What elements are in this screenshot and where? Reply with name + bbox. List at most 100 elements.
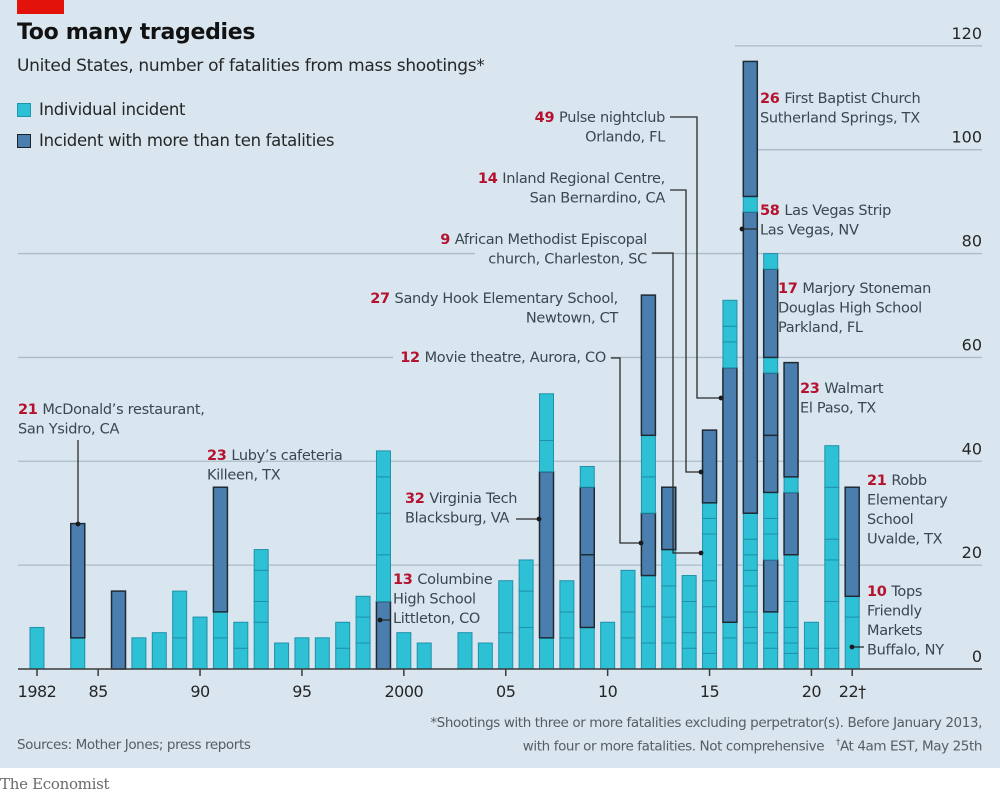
bar-segment-individual-1988-0 bbox=[151, 632, 167, 670]
annotation-place-lubys: Luby’s cafeteria bbox=[231, 448, 342, 464]
bar-segment-large-2019-5 bbox=[783, 491, 799, 556]
annotation-text-uvalde-3: Uvalde, TX bbox=[867, 532, 943, 548]
bar-segment-large-1999-0 bbox=[375, 600, 392, 670]
bar-segment-individual-2018-2 bbox=[763, 611, 779, 634]
bar-segment-individual-2001-0 bbox=[416, 642, 432, 670]
bar-segment-individual-2017-1 bbox=[742, 626, 758, 644]
annotation-text-uvalde-0: 21 Robb bbox=[867, 473, 927, 489]
bar-segment-individual-2019-2 bbox=[783, 626, 799, 644]
annotation-text-buffalo-0: 10 Tops bbox=[867, 584, 922, 600]
annotation-text-lubys-1: Killeen, TX bbox=[207, 468, 281, 484]
bar-segment-individual-2012-0 bbox=[640, 642, 656, 670]
bar-segment-large-1991-2 bbox=[212, 486, 229, 613]
annotation-place-first-baptist: First Baptist Church bbox=[784, 91, 920, 107]
bar-segment-individual-2005-0 bbox=[498, 632, 514, 670]
bar-segment-large-2017-8 bbox=[742, 211, 759, 514]
annotation-text-mcdonalds-1: San Ysidro, CA bbox=[18, 422, 119, 438]
footnote-dagger-text: At 4am EST, May 25th bbox=[839, 738, 982, 755]
annotation-buffalo: 10 Tops Friendly Markets Buffalo, NY bbox=[867, 584, 944, 659]
footnote-line-2-text: with four or more fatalities. Not compre… bbox=[522, 738, 825, 755]
bar-segment-individual-1992-1 bbox=[233, 621, 249, 649]
bar-segment-individual-2008-1 bbox=[559, 611, 575, 639]
bar-segment-individual-1982-0 bbox=[29, 626, 45, 670]
annotation-first-baptist: 26 First Baptist Church Sutherland Spring… bbox=[760, 91, 921, 127]
x-tick-label-2010: 10 bbox=[598, 682, 618, 701]
bar-segment-individual-2014-1 bbox=[681, 632, 697, 649]
bar-segment-individual-2016-4 bbox=[722, 325, 738, 343]
annotation-aurora: 12 Movie theatre, Aurora, CO bbox=[400, 350, 606, 366]
bar-segment-large-2018-3 bbox=[762, 559, 779, 613]
bar-segment-individual-1997-0 bbox=[335, 647, 351, 670]
annotation-text-buffalo-3: Buffalo, NY bbox=[867, 643, 944, 659]
annotation-place-columbine: Columbine bbox=[417, 572, 492, 588]
leader-line-pulse bbox=[670, 116, 721, 399]
annotation-fatalities-lubys: 23 bbox=[207, 448, 231, 464]
annotation-place-san-bernardino: Inland Regional Centre, bbox=[502, 171, 665, 187]
economist-brand: The Economist bbox=[0, 775, 110, 793]
annotation-uvalde: 21 Robb Elementary School Uvalde, TX bbox=[867, 473, 948, 548]
annotation-fatalities-sandy-hook: 27 bbox=[370, 291, 394, 307]
bar-segment-individual-2006-0 bbox=[518, 626, 534, 670]
bar-segment-individual-2016-3 bbox=[722, 341, 738, 369]
bar-segment-individual-2022-1 bbox=[844, 595, 860, 618]
annotation-fatalities-las-vegas: 58 bbox=[760, 203, 784, 219]
annotation-text-aurora-0: 12 Movie theatre, Aurora, CO bbox=[400, 350, 606, 366]
annotation-parkland: 17 Marjory Stoneman Douglas High School Pa… bbox=[778, 281, 931, 336]
bar-segment-individual-2012-1 bbox=[640, 606, 656, 644]
annotation-text-walmart-1: El Paso, TX bbox=[800, 401, 876, 417]
annotation-fatalities-buffalo: 10 bbox=[867, 584, 891, 600]
annotation-fatalities-mcdonalds: 21 bbox=[18, 402, 42, 418]
annotation-virginia-tech: 32 Virginia Tech Blacksburg, VA bbox=[405, 491, 517, 527]
bar-segment-large-2007-1 bbox=[538, 470, 555, 639]
bar-segment-individual-2007-0 bbox=[539, 637, 554, 670]
x-tick-label-2000: 2000 bbox=[384, 682, 423, 701]
bar-segment-individual-1999-2 bbox=[375, 512, 391, 556]
annotation-text-sandy-hook-0: 27 Sandy Hook Elementary School, bbox=[370, 291, 618, 307]
bar-segment-large-2017-10 bbox=[742, 60, 759, 198]
annotation-text-las-vegas-0: 58 Las Vegas Strip bbox=[760, 203, 891, 219]
annotation-place-charleston: African Methodist Episcopal bbox=[455, 232, 647, 248]
bar-segment-individual-2019-3 bbox=[783, 600, 799, 628]
bar-segment-individual-1984-0 bbox=[70, 637, 86, 670]
annotation-pulse: 49 Pulse nightclub Orlando, FL bbox=[535, 110, 666, 146]
annotation-text-first-baptist-1: Sutherland Springs, TX bbox=[760, 111, 920, 127]
annotation-text-columbine-0: 13 Columbine bbox=[393, 572, 493, 588]
bar-segment-individual-2017-0 bbox=[742, 642, 758, 670]
y-tick-label-20: 20 bbox=[962, 543, 982, 562]
bar-segment-individual-2019-1 bbox=[783, 642, 799, 654]
leader-dot-buffalo bbox=[849, 644, 855, 650]
bar-segment-individual-1997-1 bbox=[335, 621, 351, 649]
annotation-place-virginia-tech: Virginia Tech bbox=[429, 491, 517, 507]
bar-segment-individual-2013-2 bbox=[661, 585, 677, 618]
bar-segment-individual-2017-3 bbox=[742, 585, 758, 613]
leader-dot-las-vegas bbox=[739, 226, 745, 232]
bar-segment-individual-2016-0 bbox=[722, 637, 738, 670]
footnote-line-1: *Shootings with three or more fatalities… bbox=[430, 715, 982, 731]
annotation-text-pulse-1: Orlando, FL bbox=[585, 130, 665, 146]
bar-segment-individual-2021-2 bbox=[824, 559, 840, 602]
annotation-text-columbine-2: Littleton, CO bbox=[393, 611, 480, 627]
y-tick-label-100: 100 bbox=[951, 128, 982, 147]
annotation-text-charleston-1: church, Charleston, SC bbox=[488, 252, 647, 268]
annotation-text-uvalde-1: Elementary bbox=[867, 493, 948, 509]
bar-segment-individual-2009-3 bbox=[579, 465, 595, 488]
annotation-text-las-vegas-1: Las Vegas, NV bbox=[760, 223, 859, 239]
annotation-fatalities-uvalde: 21 bbox=[867, 473, 891, 489]
bar-segment-individual-2015-5 bbox=[702, 517, 718, 535]
bar-segment-individual-2005-1 bbox=[498, 580, 514, 634]
leader-line-aurora bbox=[611, 357, 641, 544]
bar-segment-individual-2012-4 bbox=[640, 476, 656, 514]
bar-segment-individual-2015-1 bbox=[702, 632, 718, 654]
legend-swatch-large bbox=[17, 133, 31, 148]
bar-segment-individual-2000-0 bbox=[396, 632, 412, 670]
bar-segment-individual-2020-0 bbox=[803, 647, 819, 670]
bar-segment-individual-1989-1 bbox=[172, 590, 188, 639]
annotation-san-bernardino: 14 Inland Regional Centre, San Bernardino… bbox=[478, 171, 666, 207]
annotation-fatalities-walmart: 23 bbox=[800, 381, 824, 397]
bar-segment-individual-1991-0 bbox=[212, 637, 228, 670]
bar-segment-large-2022-2 bbox=[844, 486, 860, 598]
bar-segment-individual-1993-1 bbox=[253, 600, 269, 623]
annotation-place-pulse: Pulse nightclub bbox=[559, 110, 665, 126]
bar-segment-individual-1994-0 bbox=[274, 642, 290, 670]
bar-segment-individual-2018-1 bbox=[763, 632, 779, 649]
